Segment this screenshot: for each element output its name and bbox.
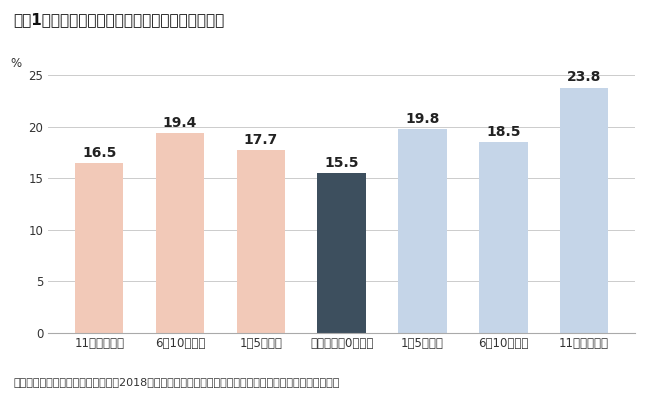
Bar (156, 133, 204, 332)
Bar (560, 88, 608, 332)
Y-axis label: %: % (10, 57, 21, 70)
Text: 出所：リクルートワークス研究所（2018）「どうすれば人は学ぶのか〜「社会人の学び」を解析する〜」: 出所：リクルートワークス研究所（2018）「どうすれば人は学ぶのか〜「社会人の学… (13, 377, 339, 387)
Bar (317, 173, 366, 332)
Bar (398, 129, 447, 332)
Text: 23.8: 23.8 (567, 70, 601, 84)
Text: 18.5: 18.5 (486, 125, 521, 139)
Text: 19.4: 19.4 (162, 116, 197, 130)
Bar (75, 163, 124, 332)
Bar (237, 151, 285, 332)
Text: 19.8: 19.8 (405, 112, 439, 126)
Text: 17.7: 17.7 (244, 133, 278, 147)
Bar (479, 142, 528, 332)
Text: 16.5: 16.5 (82, 146, 116, 160)
Text: 図表1　週労働時間の変化と自己学習を始めた割合: 図表1 週労働時間の変化と自己学習を始めた割合 (13, 12, 224, 27)
Text: 15.5: 15.5 (324, 156, 359, 170)
